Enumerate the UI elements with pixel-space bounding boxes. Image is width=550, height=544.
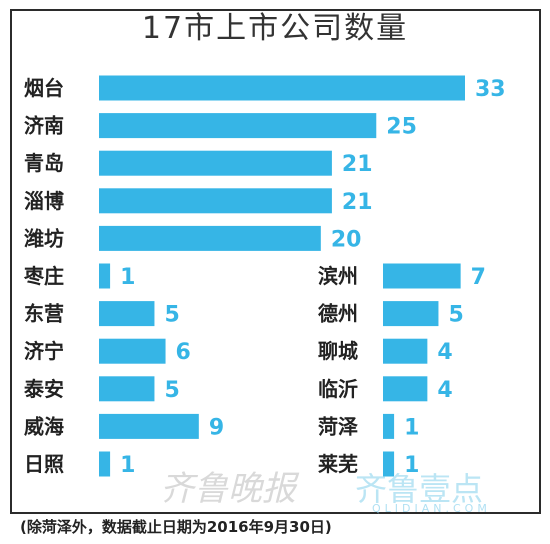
value-label: 1 [120, 453, 135, 478]
bar [383, 301, 439, 327]
chart-frame [10, 9, 541, 514]
category-label: 枣庄 [23, 264, 64, 288]
watermark-right: 齐鲁壹点 [355, 470, 483, 508]
value-label: 21 [342, 190, 373, 215]
value-label: 7 [471, 265, 486, 290]
category-label: 菏泽 [318, 414, 358, 438]
bar [383, 413, 395, 439]
category-label: 日照 [24, 452, 64, 476]
category-label: 德州 [318, 302, 358, 326]
category-label: 东营 [24, 302, 64, 326]
bar [99, 451, 111, 477]
bar [99, 75, 465, 101]
bar [99, 150, 332, 176]
category-label: 潍坊 [24, 226, 64, 250]
bar [99, 301, 155, 327]
category-label: 济宁 [24, 339, 64, 363]
bar [383, 338, 428, 364]
value-label: 20 [331, 227, 362, 252]
bar [99, 188, 332, 214]
value-label: 4 [437, 340, 452, 365]
value-label: 1 [120, 265, 135, 290]
bar [99, 338, 166, 364]
bar [99, 376, 155, 402]
category-label: 淄博 [24, 189, 64, 213]
value-label: 33 [475, 77, 506, 102]
value-label: 5 [448, 303, 463, 328]
category-label: 泰安 [23, 377, 64, 401]
value-label: 25 [386, 115, 417, 140]
value-label: 9 [209, 415, 224, 440]
category-label: 临沂 [318, 377, 358, 401]
category-label: 聊城 [318, 339, 358, 363]
category-label: 济南 [24, 114, 64, 138]
value-label: 21 [342, 152, 373, 177]
chart-footnote: (除菏泽外，数据截止日期为2016年9月30日) [20, 518, 332, 536]
bar [99, 113, 377, 139]
category-label: 莱芜 [318, 452, 358, 476]
value-label: 1 [404, 415, 419, 440]
bar [383, 376, 428, 402]
bar [383, 263, 461, 289]
watermark: 齐鲁晚报 齐鲁壹点 QLIDIAN.COM [160, 469, 491, 515]
value-label: 5 [164, 303, 179, 328]
value-label: 5 [164, 378, 179, 403]
value-label: 4 [437, 378, 452, 403]
bar [99, 413, 199, 439]
bar [99, 225, 321, 251]
bar [99, 263, 111, 289]
category-label: 威海 [24, 414, 64, 438]
category-label: 烟台 [24, 76, 64, 100]
chart-title: 17市上市公司数量 [142, 11, 408, 46]
value-label: 1 [404, 453, 419, 478]
value-label: 6 [176, 340, 191, 365]
watermark-left: 齐鲁晚报 [160, 469, 300, 509]
bar [383, 451, 395, 477]
category-label: 滨州 [318, 264, 358, 288]
category-label: 青岛 [24, 151, 64, 175]
watermark-url: QLIDIAN.COM [372, 502, 491, 515]
chart-marks: 烟台 33 济南 25 青岛 21 淄博 21 潍坊 20 枣庄 1 东营 5 济宁 6 泰安 5 威海 9 日照 1 滨州… [23, 75, 506, 478]
